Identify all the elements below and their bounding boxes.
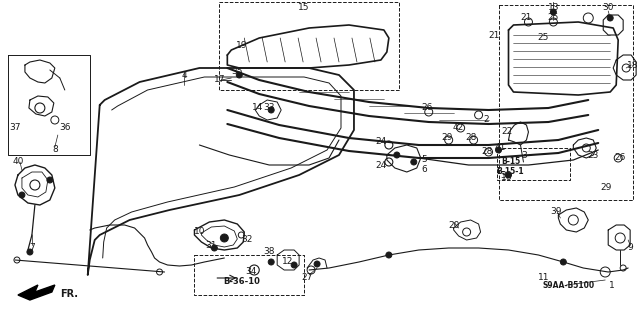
Circle shape bbox=[27, 249, 33, 255]
Circle shape bbox=[607, 15, 613, 21]
Text: 14: 14 bbox=[252, 103, 263, 113]
Text: 28: 28 bbox=[465, 133, 476, 143]
Text: B-15-1: B-15-1 bbox=[497, 167, 524, 176]
Text: 17: 17 bbox=[214, 76, 225, 85]
Text: 33: 33 bbox=[264, 103, 275, 113]
Circle shape bbox=[268, 259, 274, 265]
Text: 34: 34 bbox=[246, 268, 257, 277]
Text: 37: 37 bbox=[9, 123, 20, 132]
Circle shape bbox=[506, 172, 511, 178]
Text: 9: 9 bbox=[627, 243, 633, 253]
Text: 24: 24 bbox=[375, 137, 387, 146]
Text: 5: 5 bbox=[421, 155, 427, 165]
Text: 31: 31 bbox=[205, 241, 217, 249]
Text: 29: 29 bbox=[441, 133, 452, 143]
Text: S9AA-B5100: S9AA-B5100 bbox=[542, 280, 595, 290]
Circle shape bbox=[561, 259, 566, 265]
Text: B-15: B-15 bbox=[501, 158, 520, 167]
Circle shape bbox=[211, 245, 218, 251]
Text: 1: 1 bbox=[609, 280, 615, 290]
Text: B-36-10: B-36-10 bbox=[223, 278, 260, 286]
Text: 30: 30 bbox=[602, 4, 614, 12]
Circle shape bbox=[220, 234, 228, 242]
Text: 3: 3 bbox=[522, 151, 527, 160]
Text: 6: 6 bbox=[421, 166, 427, 174]
Text: FR.: FR. bbox=[60, 289, 78, 299]
Text: 26: 26 bbox=[421, 103, 433, 113]
Text: 32: 32 bbox=[241, 235, 253, 244]
Text: 15: 15 bbox=[298, 4, 310, 12]
Text: 10: 10 bbox=[194, 227, 205, 236]
Text: 28: 28 bbox=[481, 147, 492, 157]
Text: 7: 7 bbox=[29, 243, 35, 253]
Circle shape bbox=[268, 107, 274, 113]
Text: 38: 38 bbox=[264, 248, 275, 256]
Text: 2: 2 bbox=[484, 115, 490, 124]
Text: 18: 18 bbox=[627, 61, 639, 70]
Text: 4: 4 bbox=[182, 70, 188, 79]
Circle shape bbox=[47, 177, 53, 183]
Text: 35: 35 bbox=[500, 170, 512, 180]
Circle shape bbox=[386, 252, 392, 258]
Text: 16: 16 bbox=[500, 174, 512, 182]
Text: 25: 25 bbox=[548, 13, 559, 23]
Text: 29: 29 bbox=[600, 183, 612, 192]
Text: 20: 20 bbox=[448, 220, 460, 229]
Text: 21: 21 bbox=[521, 13, 532, 23]
Text: 39: 39 bbox=[550, 207, 562, 217]
Circle shape bbox=[550, 9, 556, 15]
Text: 35: 35 bbox=[232, 68, 243, 77]
Circle shape bbox=[495, 147, 502, 153]
Text: 41: 41 bbox=[495, 144, 506, 152]
Text: 12: 12 bbox=[282, 257, 293, 266]
Text: 26: 26 bbox=[614, 153, 626, 162]
Text: 36: 36 bbox=[59, 123, 70, 132]
Circle shape bbox=[236, 72, 243, 78]
Text: 19: 19 bbox=[236, 41, 247, 49]
Text: 27: 27 bbox=[301, 273, 313, 283]
Circle shape bbox=[314, 261, 320, 267]
Circle shape bbox=[291, 262, 297, 268]
Text: 8: 8 bbox=[52, 145, 58, 154]
Text: 23: 23 bbox=[588, 151, 599, 160]
Circle shape bbox=[19, 192, 25, 198]
Polygon shape bbox=[18, 285, 55, 300]
Circle shape bbox=[411, 159, 417, 165]
Text: 24: 24 bbox=[375, 160, 387, 169]
Text: 22: 22 bbox=[501, 128, 512, 137]
Text: 40: 40 bbox=[12, 158, 24, 167]
Text: 13: 13 bbox=[548, 4, 559, 12]
Text: 25: 25 bbox=[538, 33, 549, 42]
Circle shape bbox=[394, 152, 400, 158]
Text: 42: 42 bbox=[453, 123, 464, 132]
Text: 21: 21 bbox=[488, 31, 499, 40]
Text: 11: 11 bbox=[538, 273, 549, 283]
